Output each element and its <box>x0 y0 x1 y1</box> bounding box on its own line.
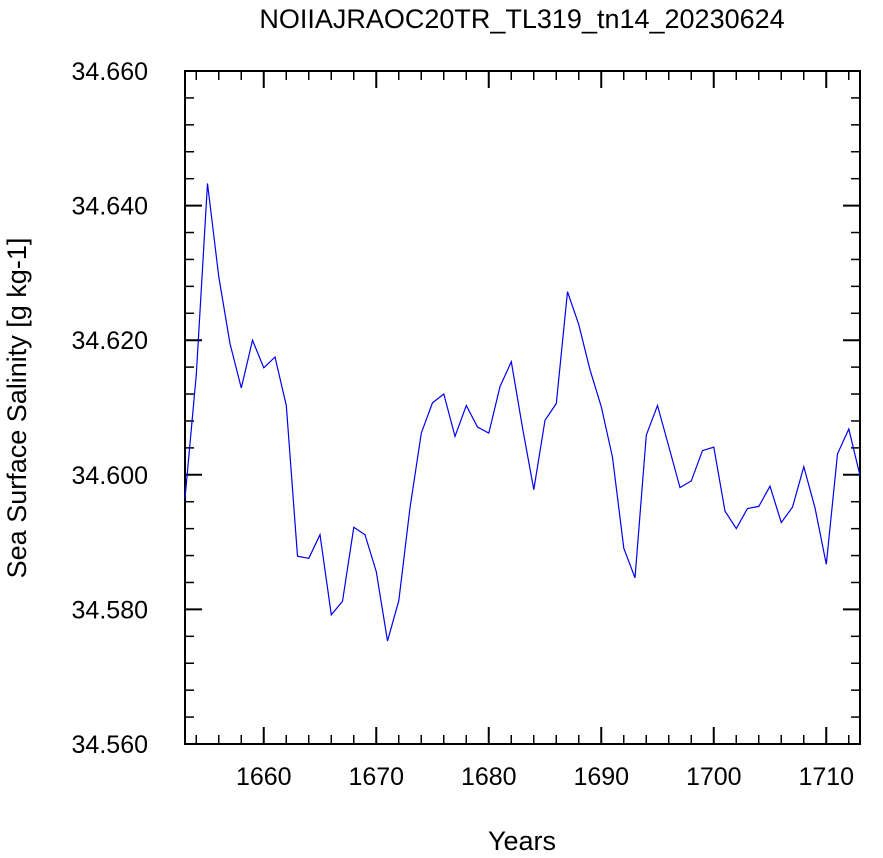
y-tick-label: 34.620 <box>72 327 148 355</box>
y-tick-label: 34.600 <box>72 462 148 490</box>
chart-title: NOIIAJRAOC20TR_TL319_tn14_20230624 <box>259 4 784 34</box>
x-tick-label: 1690 <box>573 763 629 791</box>
x-axis-label: Years <box>488 826 556 856</box>
x-tick-label: 1670 <box>348 763 404 791</box>
y-tick-label: 34.560 <box>72 731 148 759</box>
y-axis-label: Sea Surface Salinity [g kg-1] <box>2 238 32 579</box>
axis-ticks <box>185 70 860 745</box>
y-tick-label: 34.640 <box>72 193 148 221</box>
x-tick-label: 1700 <box>686 763 742 791</box>
x-tick-label: 1660 <box>236 763 292 791</box>
x-tick-label: 1710 <box>798 763 854 791</box>
axis-tick-labels: 1660 1670 1680 1690 1700 1710 34.560 34.580 34.6… <box>72 58 855 791</box>
y-tick-label: 34.660 <box>72 58 148 86</box>
salinity-series-line <box>184 183 861 642</box>
x-tick-label: 1680 <box>461 763 517 791</box>
plot-frame <box>184 70 861 745</box>
y-tick-label: 34.580 <box>72 596 148 624</box>
